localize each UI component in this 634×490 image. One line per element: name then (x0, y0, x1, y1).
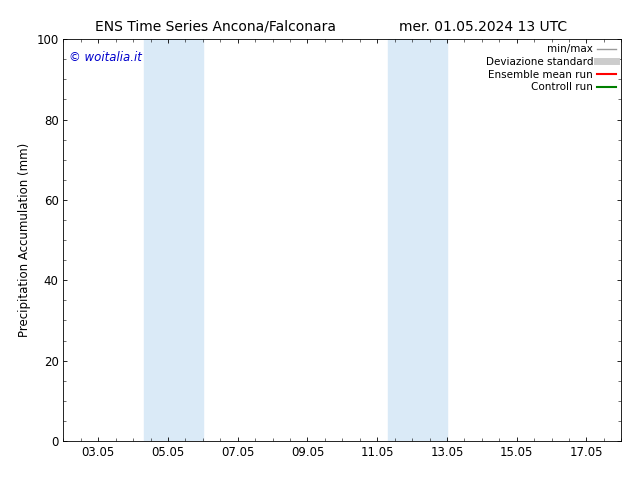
Bar (143, 39, 203, 441)
Bar (388, 39, 447, 441)
Legend: min/max, Deviazione standard, Ensemble mean run, Controll run: min/max, Deviazione standard, Ensemble m… (486, 45, 616, 92)
Y-axis label: Precipitation Accumulation (mm): Precipitation Accumulation (mm) (18, 143, 30, 337)
Text: © woitalia.it: © woitalia.it (69, 51, 142, 64)
Text: ENS Time Series Ancona/Falconara: ENS Time Series Ancona/Falconara (95, 20, 336, 34)
Text: mer. 01.05.2024 13 UTC: mer. 01.05.2024 13 UTC (399, 20, 567, 34)
